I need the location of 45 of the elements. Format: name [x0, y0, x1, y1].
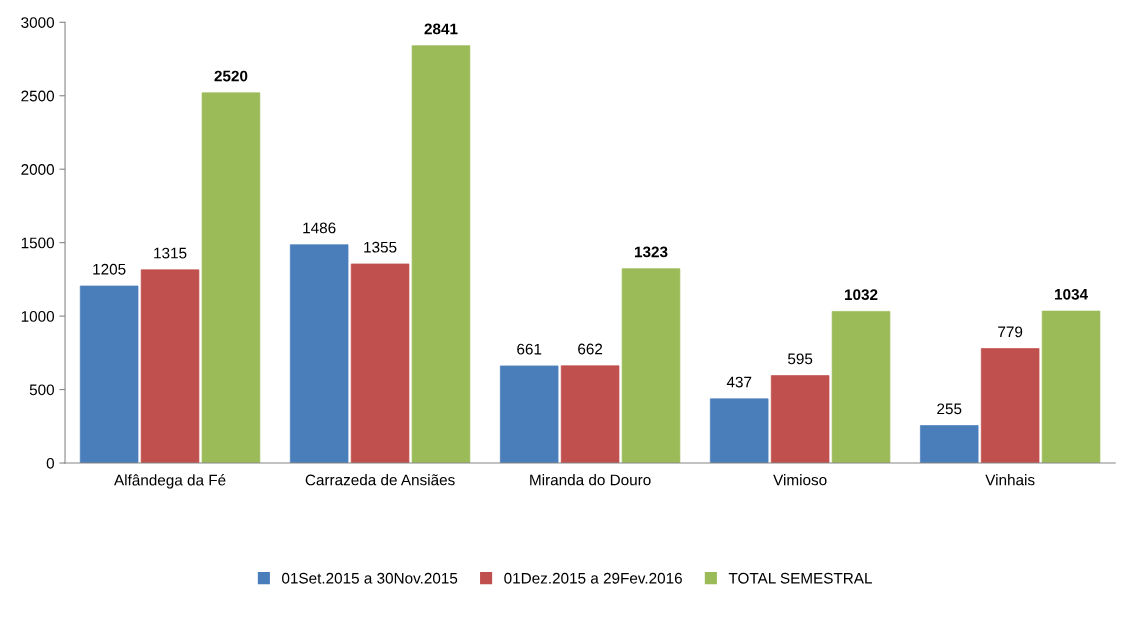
x-tick-label: Carrazeda de Ansiães [305, 474, 455, 486]
y-tick-label: 1000 [21, 310, 55, 322]
x-tick-label: Vimioso [773, 474, 827, 486]
bar [920, 425, 979, 464]
y-tick-label: 500 [29, 384, 55, 396]
data-label: 1486 [303, 222, 336, 234]
bar [831, 311, 891, 464]
data-label: 1323 [634, 246, 668, 258]
data-label: 595 [787, 353, 813, 365]
data-label: 2520 [214, 70, 248, 82]
y-tick-label: 0 [46, 457, 55, 469]
y-tick-label: 2500 [21, 90, 55, 102]
data-label: 1034 [1055, 288, 1088, 300]
bar [79, 285, 139, 464]
y-tick-label: 2000 [21, 164, 55, 175]
y-tick-label: 3000 [21, 17, 55, 28]
legend-label: TOTAL SEMESTRAL [728, 572, 872, 584]
bar [770, 375, 830, 464]
x-tick-label: Alfândega da Fé [114, 474, 226, 489]
legend-label: 01Set.2015 a 30Nov.2015 [282, 572, 458, 584]
data-label: 255 [937, 403, 962, 415]
data-label: 661 [517, 343, 542, 355]
bar [560, 365, 620, 464]
legend-label: 01Dez.2015 a 29Fev.2016 [504, 572, 682, 584]
data-label: 1032 [845, 289, 878, 301]
bar [411, 45, 471, 464]
data-label: 1205 [93, 263, 126, 275]
bar [140, 269, 200, 464]
bar [201, 92, 261, 464]
bar [350, 263, 410, 464]
data-label: 1315 [154, 247, 187, 259]
x-tick-label: Vinhais [985, 474, 1035, 486]
bar [289, 244, 349, 464]
bar [980, 348, 1040, 464]
bar [1041, 310, 1101, 464]
data-label: 2841 [424, 23, 458, 35]
y-tick-label: 1500 [21, 237, 55, 249]
x-tick-label: Miranda do Douro [530, 474, 651, 486]
data-label: 779 [998, 326, 1023, 338]
data-label: 662 [578, 343, 603, 355]
data-label: 1355 [364, 241, 397, 253]
data-label: 437 [726, 376, 752, 388]
bar [499, 365, 559, 464]
bar [621, 268, 681, 464]
bar [709, 398, 769, 464]
